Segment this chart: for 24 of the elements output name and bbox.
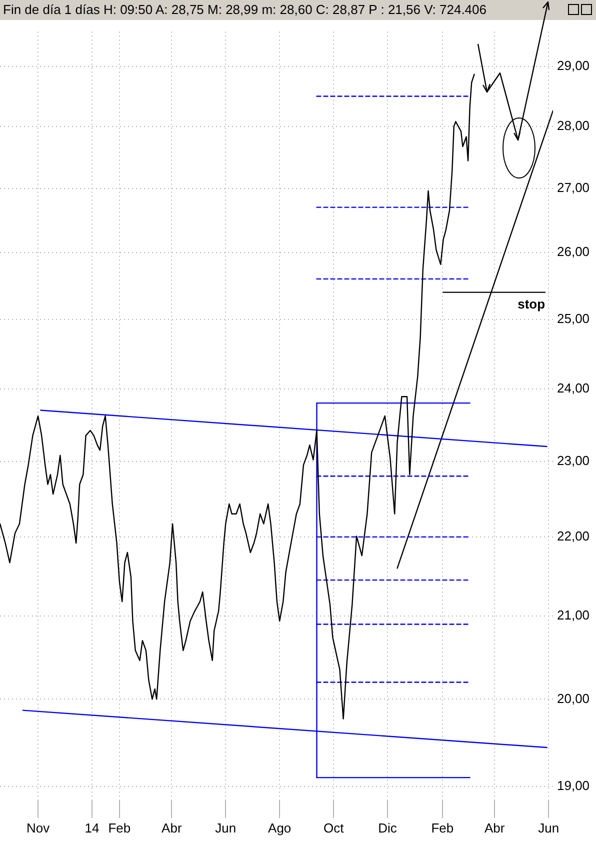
x-tick-label: Dic xyxy=(378,820,398,836)
annotation: stop xyxy=(518,296,546,312)
y-tick-label: 22,00 xyxy=(557,528,590,544)
y-tick-label: 25,00 xyxy=(557,310,590,326)
y-tick-label: 23,00 xyxy=(557,452,590,468)
chart-title: Fin de día 1 días H: 09:50 A: 28,75 M: 28,99 m: 28,60 C: 28,87 P : 21,56 V: 724.406 xyxy=(0,0,596,20)
y-tick-label: 19,00 xyxy=(557,778,590,794)
x-tick-label: Abr xyxy=(484,820,506,836)
x-tick-label: 14 xyxy=(84,820,100,836)
x-tick-label: Ago xyxy=(268,820,292,836)
y-tick-label: 20,00 xyxy=(557,690,590,706)
y-tick-label: 28,00 xyxy=(557,118,590,133)
x-tick-label: Jun xyxy=(538,820,560,836)
x-tick-label: Jun xyxy=(215,820,236,836)
x-tick-label: Oct xyxy=(323,820,344,836)
y-tick-label: 29,00 xyxy=(557,58,590,74)
x-tick-label: Feb xyxy=(108,820,131,836)
x-tick-label: Nov xyxy=(26,820,50,836)
y-tick-label: 27,00 xyxy=(557,180,590,195)
x-tick-label: Abr xyxy=(162,820,182,836)
y-tick-label: 26,00 xyxy=(557,244,590,260)
y-tick-label: 21,00 xyxy=(557,608,590,623)
x-tick-label: Feb xyxy=(431,820,454,836)
y-tick-label: 24,00 xyxy=(557,380,590,396)
